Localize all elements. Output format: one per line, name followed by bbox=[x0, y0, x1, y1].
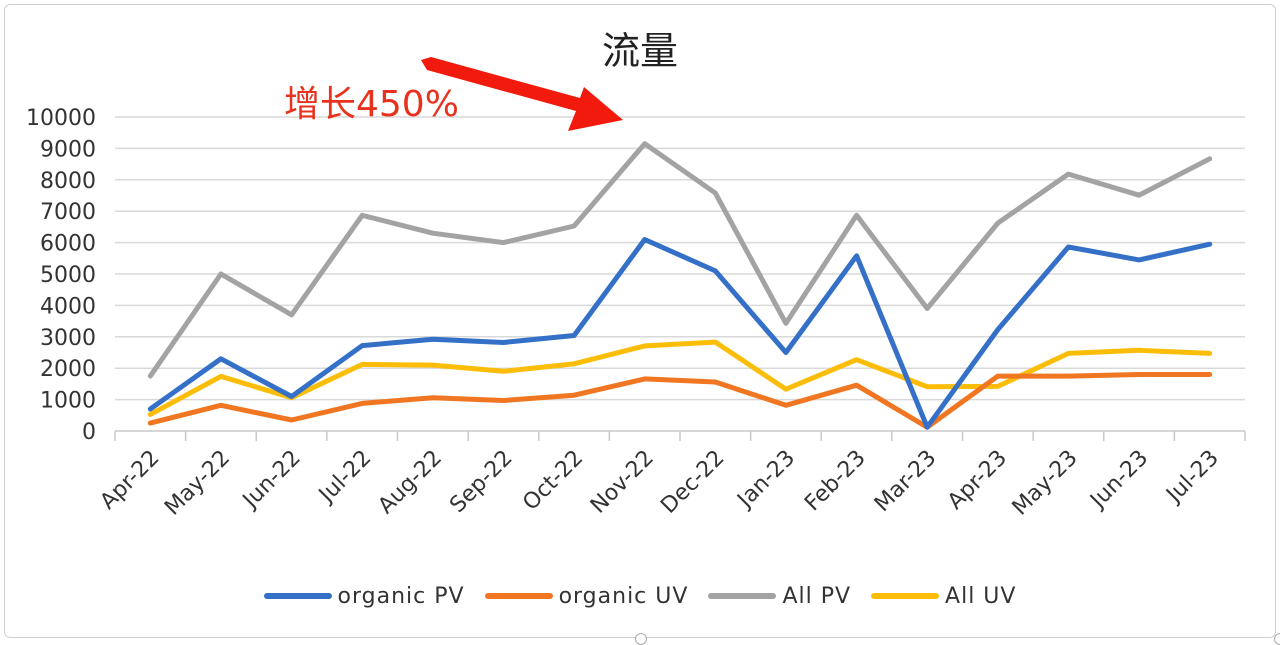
y-tick-label: 7000 bbox=[40, 200, 96, 225]
legend-label: All PV bbox=[782, 583, 852, 609]
series-line-all-uv bbox=[147, 339, 1213, 417]
legend: organic PV organic UV All PV All UV bbox=[0, 578, 1280, 614]
x-tick-label: Aug-22 bbox=[374, 446, 447, 519]
x-tick-label: May-23 bbox=[1008, 446, 1083, 521]
annotation: 增长450% bbox=[284, 57, 623, 131]
legend-label: organic PV bbox=[337, 583, 465, 609]
legend-swatch bbox=[484, 593, 553, 599]
gridlines bbox=[115, 116, 1245, 401]
x-tick-label: Feb-23 bbox=[800, 446, 871, 517]
legend-swatch bbox=[871, 593, 940, 599]
legend-label: organic UV bbox=[558, 583, 689, 609]
x-tick-label: Mar-23 bbox=[870, 446, 941, 517]
resize-handle-right[interactable] bbox=[1274, 633, 1280, 645]
y-tick-label: 5000 bbox=[40, 263, 96, 288]
x-tick-label: Nov-22 bbox=[586, 446, 659, 519]
chart-title: 流量 bbox=[602, 29, 678, 73]
legend-swatch bbox=[263, 593, 332, 599]
y-tick-label: 1000 bbox=[40, 389, 96, 414]
y-tick-label: 9000 bbox=[40, 137, 96, 162]
x-tick-label: Jun-22 bbox=[237, 446, 306, 515]
legend-swatch bbox=[708, 593, 777, 599]
y-tick-label: 0 bbox=[82, 420, 96, 445]
series-line-organic-uv bbox=[147, 372, 1213, 430]
x-tick-label: Oct-22 bbox=[518, 446, 588, 516]
x-axis bbox=[114, 430, 1246, 441]
x-tick-label: Jul-22 bbox=[313, 446, 376, 509]
y-tick-label: 2000 bbox=[40, 357, 96, 382]
series-lines bbox=[147, 141, 1213, 430]
legend-label: All UV bbox=[945, 583, 1017, 609]
x-tick-label: Apr-23 bbox=[943, 446, 1012, 515]
x-tick-label: Jul-23 bbox=[1161, 446, 1224, 509]
y-tick-label: 4000 bbox=[40, 294, 96, 319]
legend-item: All PV bbox=[708, 584, 851, 609]
x-tick-label: Jan-23 bbox=[732, 446, 800, 514]
annotation-arrow bbox=[421, 57, 623, 131]
y-axis: 0 1000 2000 3000 4000 5000 6000 7000 8000 9000 100… bbox=[26, 106, 96, 445]
y-tick-label: 3000 bbox=[40, 326, 96, 351]
annotation-label: 增长450% bbox=[284, 84, 459, 125]
y-tick-label: 10000 bbox=[26, 106, 96, 131]
x-tick-label: Apr-22 bbox=[96, 446, 165, 515]
x-tick-label: Sep-22 bbox=[445, 446, 517, 518]
resize-handle-bottom[interactable] bbox=[635, 633, 647, 645]
x-tick-label: Dec-22 bbox=[656, 446, 729, 519]
series-line-all-pv bbox=[147, 141, 1213, 379]
y-tick-label: 6000 bbox=[40, 232, 96, 257]
series-line-organic-pv bbox=[147, 237, 1213, 430]
x-tick-label: Jun-23 bbox=[1084, 446, 1153, 515]
legend-item: All UV bbox=[871, 584, 1016, 609]
legend-item: organic UV bbox=[484, 583, 689, 609]
legend-item: organic PV bbox=[263, 583, 465, 609]
x-tick-label: May-22 bbox=[160, 446, 235, 521]
y-tick-label: 8000 bbox=[40, 169, 96, 194]
